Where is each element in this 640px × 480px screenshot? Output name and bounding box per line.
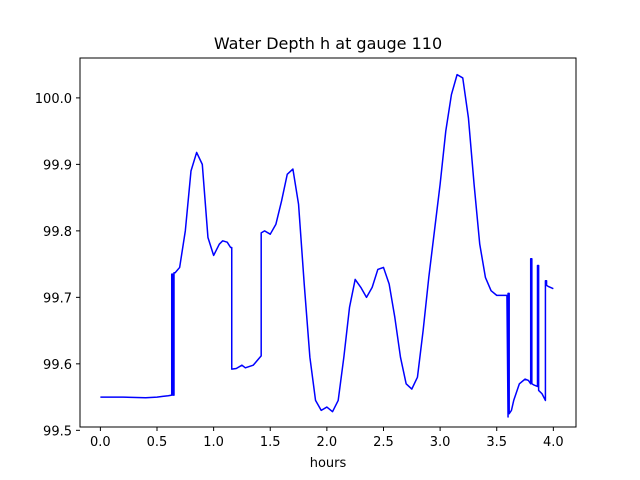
- x-tick-label: 2.0: [317, 435, 338, 450]
- y-tick-label: 99.8: [43, 225, 72, 240]
- plot-area: [100, 73, 554, 418]
- x-tick-label: 2.5: [373, 435, 394, 450]
- y-tick-label: 99.7: [43, 291, 72, 306]
- y-tick-label: 99.9: [43, 158, 72, 173]
- x-tick-label: 4.0: [543, 435, 564, 450]
- y-tick-label: 100.0: [35, 92, 72, 107]
- x-tick-label: 1.0: [203, 435, 224, 450]
- series-line: [100, 73, 554, 418]
- y-tick-label: 99.5: [43, 424, 72, 439]
- y-tick-label: 99.6: [43, 358, 72, 373]
- x-tick-label: 3.5: [486, 435, 507, 450]
- x-tick-label: 0.0: [90, 435, 111, 450]
- x-tick-label: 0.5: [147, 435, 168, 450]
- plot-frame: [79, 57, 577, 428]
- x-tick-label: 1.5: [260, 435, 281, 450]
- chart-title: Water Depth h at gauge 110: [214, 34, 442, 53]
- axis-ticks: 0.0 0.5 1.0 1.5 2.0 2.5 3.0 3.5 4.0 99.5 99.6 99.7 9…: [35, 92, 564, 450]
- x-axis-label: hours: [310, 456, 347, 471]
- x-tick-label: 3.0: [430, 435, 451, 450]
